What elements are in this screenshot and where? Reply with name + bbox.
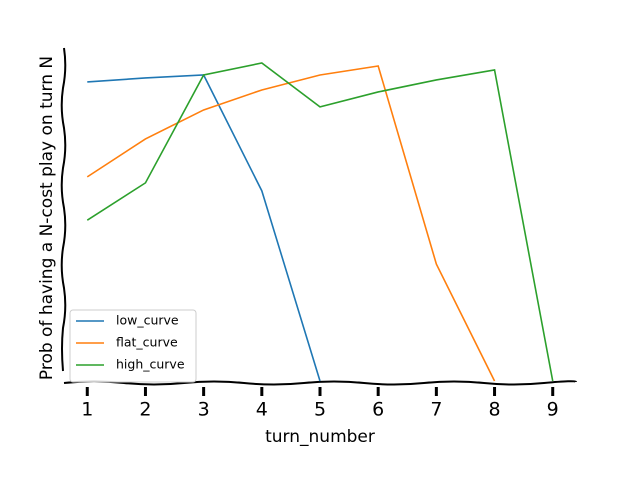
x-tick-label: 6 xyxy=(372,399,384,421)
legend-label: low_curve xyxy=(116,313,179,328)
series-line xyxy=(86,62,554,382)
x-tick-label: 9 xyxy=(547,399,559,421)
legend-box xyxy=(69,309,197,383)
x-tick-label: 3 xyxy=(198,399,210,421)
legend-label: flat_curve xyxy=(116,335,178,350)
x-axis xyxy=(63,380,577,386)
legend-label: high_curve xyxy=(116,357,185,372)
x-tick-label: 7 xyxy=(430,399,442,421)
x-axis-label: turn_number xyxy=(265,427,375,447)
series-line xyxy=(86,65,496,382)
x-tick-label: 4 xyxy=(256,399,268,421)
y-axis xyxy=(60,47,67,372)
x-tick-label: 8 xyxy=(488,399,500,421)
x-tick-label: 2 xyxy=(139,399,151,421)
x-tick-label: 1 xyxy=(81,399,93,421)
x-tick-label: 5 xyxy=(314,399,326,421)
y-axis-label: Prob of having a N-cost play on turn N xyxy=(37,56,57,380)
